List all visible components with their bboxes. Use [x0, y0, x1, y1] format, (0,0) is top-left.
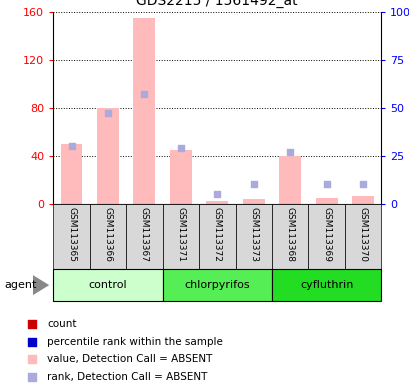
Text: chlorpyrifos: chlorpyrifos: [184, 280, 249, 290]
Bar: [235, 204, 271, 269]
Text: GSM113365: GSM113365: [67, 207, 76, 262]
Bar: [90, 204, 126, 269]
Point: [68, 143, 74, 149]
Text: agent: agent: [4, 280, 36, 290]
Bar: [169, 149, 191, 204]
Point: [177, 145, 184, 151]
Bar: [242, 199, 264, 204]
Bar: [126, 204, 162, 269]
Title: GDS2215 / 1561492_at: GDS2215 / 1561492_at: [136, 0, 297, 8]
Bar: [53, 269, 162, 301]
Text: count: count: [47, 319, 76, 329]
Bar: [271, 269, 380, 301]
Point: [29, 374, 35, 380]
Bar: [199, 204, 235, 269]
Bar: [206, 201, 228, 204]
Point: [104, 110, 111, 116]
Text: rank, Detection Call = ABSENT: rank, Detection Call = ABSENT: [47, 372, 207, 382]
Bar: [162, 269, 271, 301]
Bar: [279, 156, 300, 204]
Bar: [61, 144, 82, 204]
Bar: [97, 108, 119, 204]
Point: [286, 149, 293, 155]
Text: GSM113367: GSM113367: [139, 207, 148, 262]
Point: [29, 321, 35, 327]
Text: value, Detection Call = ABSENT: value, Detection Call = ABSENT: [47, 354, 212, 364]
Bar: [315, 197, 337, 204]
Bar: [344, 204, 380, 269]
Bar: [133, 18, 155, 204]
Text: GSM113366: GSM113366: [103, 207, 112, 262]
Point: [141, 91, 147, 97]
Point: [250, 181, 256, 187]
Text: GSM113372: GSM113372: [212, 207, 221, 262]
Polygon shape: [33, 275, 49, 295]
Text: GSM113369: GSM113369: [321, 207, 330, 262]
Point: [359, 181, 366, 187]
Text: GSM113368: GSM113368: [285, 207, 294, 262]
Bar: [271, 204, 308, 269]
Text: control: control: [88, 280, 127, 290]
Point: [213, 191, 220, 197]
Bar: [53, 204, 90, 269]
Point: [29, 339, 35, 345]
Text: GSM113373: GSM113373: [249, 207, 258, 262]
Text: GSM113370: GSM113370: [358, 207, 367, 262]
Bar: [351, 196, 373, 204]
Point: [29, 356, 35, 362]
Text: percentile rank within the sample: percentile rank within the sample: [47, 337, 222, 347]
Bar: [308, 204, 344, 269]
Text: cyfluthrin: cyfluthrin: [299, 280, 353, 290]
Text: GSM113371: GSM113371: [176, 207, 185, 262]
Bar: [162, 204, 199, 269]
Point: [323, 181, 329, 187]
